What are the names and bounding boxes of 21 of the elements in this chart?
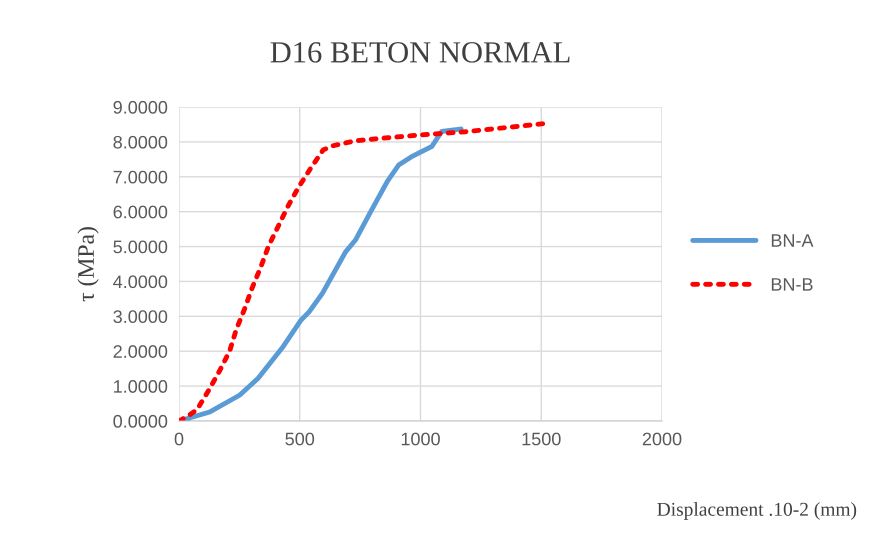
y-tick-label: 8.0000 [113, 136, 168, 149]
x-tick-label: 500 [285, 432, 314, 446]
y-tick-label: 6.0000 [114, 206, 168, 218]
x-tick-label: 1000 [402, 432, 440, 446]
legend-label: BN-B [772, 278, 813, 291]
x-tick-label: 0 [174, 432, 184, 446]
y-tick-label: 0.0000 [113, 414, 168, 428]
y-tick-label: 5.0000 [113, 240, 168, 254]
y-tick-label: 9.0000 [114, 100, 168, 114]
y-tick-label: 7.0000 [114, 170, 168, 184]
chart-title: D16 BETON NORMAL [270, 42, 570, 63]
y-tick-label: 4.0000 [113, 275, 168, 288]
x-tick-label: 2000 [642, 432, 682, 446]
line-series [179, 121, 546, 421]
x-axis-title: Displacement .10-2 (mm) [657, 502, 856, 520]
y-tick-label: 3.0000 [113, 310, 168, 324]
x-tick-label: 1500 [522, 432, 561, 446]
y-tick-label: 1.0000 [114, 380, 168, 393]
legend-label: BN-A [772, 234, 814, 247]
y-axis-title: τ (MPa) [77, 227, 99, 302]
y-tick-label: 2.0000 [114, 345, 168, 358]
